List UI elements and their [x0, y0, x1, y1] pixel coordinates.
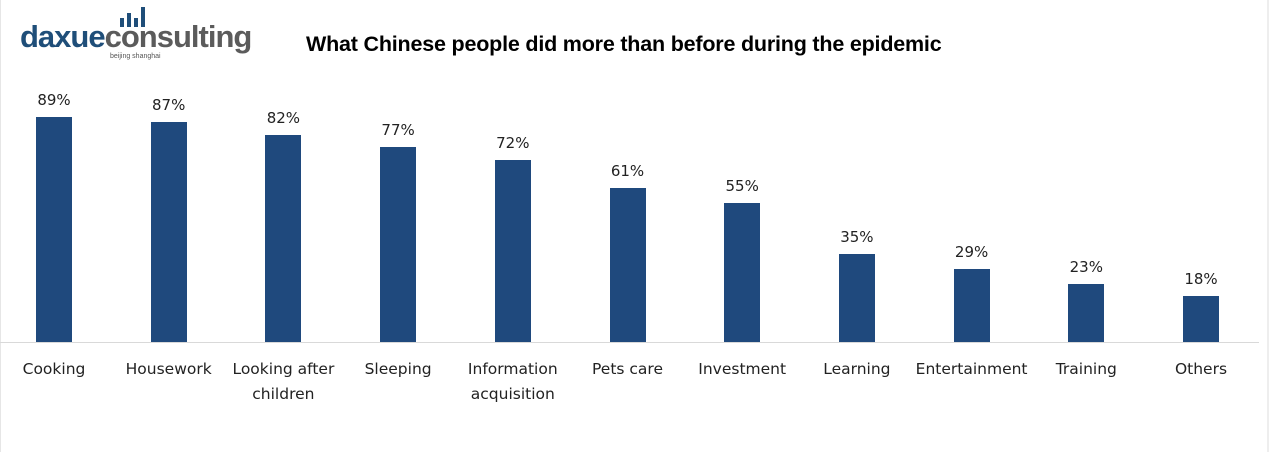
category-label: Housework: [112, 357, 226, 382]
category-label: Others: [1144, 357, 1258, 382]
category-label-line: Pets care: [592, 360, 663, 378]
logo-tagline: beijing shanghai: [110, 53, 161, 60]
bar: [1183, 296, 1219, 342]
logo-bars-icon: [120, 5, 150, 27]
chart-title: What Chinese people did more than before…: [306, 32, 942, 56]
category-label-line: Cooking: [22, 360, 86, 378]
logo-wordmark: daxueconsulting: [20, 19, 252, 54]
data-label: 61%: [610, 162, 645, 180]
category-label: Pets care: [571, 357, 685, 382]
bar: [953, 269, 990, 342]
category-label-line: Others: [1174, 360, 1228, 378]
data-label: 82%: [266, 109, 301, 127]
bar: [380, 147, 417, 342]
bar: [150, 122, 187, 342]
data-label: 18%: [1184, 270, 1218, 288]
category-label: Entertainment: [915, 357, 1029, 382]
data-label: 35%: [840, 228, 874, 246]
category-label: Information acquisition: [456, 357, 570, 407]
bar: [36, 117, 72, 342]
category-label-line: Entertainment: [915, 360, 1028, 378]
bar: [265, 135, 302, 342]
bar: [609, 188, 646, 342]
data-label: 55%: [725, 177, 759, 195]
category-label-line: children: [252, 385, 315, 403]
category-label: Cooking: [0, 357, 111, 382]
bar: [838, 254, 875, 342]
bar: [1068, 284, 1105, 342]
category-label: Looking after children: [226, 357, 340, 407]
category-label-line: Looking after: [232, 360, 335, 378]
category-label-line: Investment: [698, 360, 787, 378]
category-label-line: Sleeping: [364, 360, 432, 378]
category-label: Investment: [685, 357, 799, 382]
data-label: 72%: [496, 134, 530, 152]
data-label: 29%: [954, 243, 989, 261]
category-label: Sleeping: [341, 357, 455, 382]
category-label: Learning: [800, 357, 914, 382]
data-label: 87%: [152, 96, 186, 114]
left-border: [0, 0, 1, 452]
data-label: 89%: [37, 91, 71, 109]
category-label-line: Information: [467, 360, 558, 378]
category-label-line: Training: [1055, 360, 1117, 378]
category-label-line: acquisition: [470, 385, 555, 403]
bar: [724, 203, 761, 342]
category-label-line: Housework: [125, 360, 212, 378]
data-label: 23%: [1069, 258, 1103, 276]
category-label: Training: [1029, 357, 1143, 382]
category-label-line: Learning: [823, 360, 891, 378]
data-label: 77%: [381, 121, 415, 139]
right-border: [1267, 0, 1269, 452]
bar: [494, 160, 531, 342]
x-axis-line: [0, 342, 1259, 343]
daxue-consulting-logo: daxueconsulting beijing shanghai: [20, 5, 280, 65]
